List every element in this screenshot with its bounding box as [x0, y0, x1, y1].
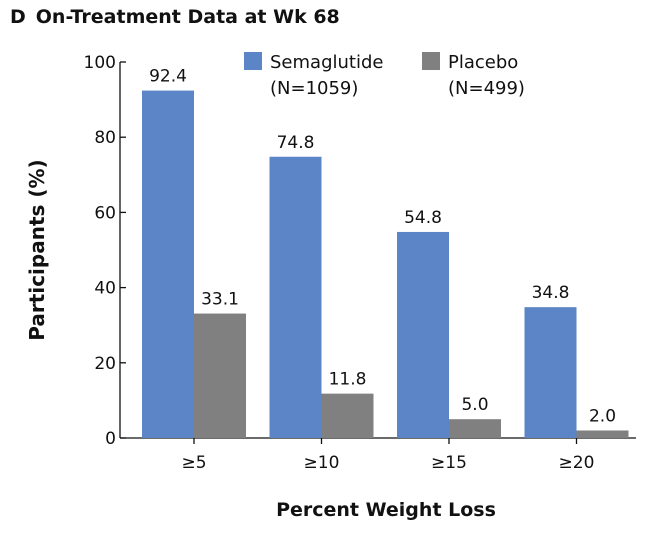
placebo-bar: [321, 393, 374, 438]
y-tick-label: 20: [94, 354, 116, 374]
x-axis-label: Percent Weight Loss: [276, 499, 496, 521]
chart-title: On-Treatment Data at Wk 68: [35, 6, 340, 28]
placebo-bar: [576, 430, 629, 438]
data-label: 74.8: [277, 133, 315, 153]
legend-label: Semaglutide: [270, 52, 383, 73]
data-label: 11.8: [329, 370, 367, 390]
panel-title: D On-Treatment Data at Wk 68: [10, 6, 340, 28]
data-label: 34.8: [532, 283, 570, 303]
data-label: 5.0: [461, 395, 488, 415]
data-label: 92.4: [149, 67, 187, 87]
legend-count: (N=1059): [270, 78, 358, 99]
legend-count: (N=499): [448, 78, 525, 99]
placebo-bar: [449, 419, 501, 438]
semaglutide-bar: [397, 231, 449, 438]
y-tick-label: 100: [84, 53, 116, 73]
legend-label: Placebo: [448, 52, 518, 73]
x-tick-label: ≥5: [181, 453, 206, 473]
panel-letter: D: [10, 6, 26, 28]
semaglutide-bar: [524, 307, 577, 438]
placebo-legend-swatch: [422, 52, 440, 70]
y-tick-label: 60: [94, 203, 116, 223]
x-tick-label: ≥15: [431, 453, 467, 473]
y-tick-label: 80: [94, 128, 116, 148]
semaglutide-bar: [269, 156, 322, 438]
semaglutide-legend-swatch: [244, 52, 262, 70]
x-tick-label: ≥10: [304, 453, 340, 473]
y-axis-label: Participants (%): [25, 159, 49, 340]
y-tick-label: 0: [105, 429, 116, 449]
data-label: 54.8: [404, 208, 442, 228]
semaglutide-bar: [142, 90, 194, 439]
x-tick-label: ≥20: [559, 453, 595, 473]
data-label: 33.1: [201, 290, 239, 310]
y-tick-label: 40: [94, 279, 116, 299]
placebo-bar: [194, 313, 246, 438]
data-label: 2.0: [589, 406, 616, 426]
